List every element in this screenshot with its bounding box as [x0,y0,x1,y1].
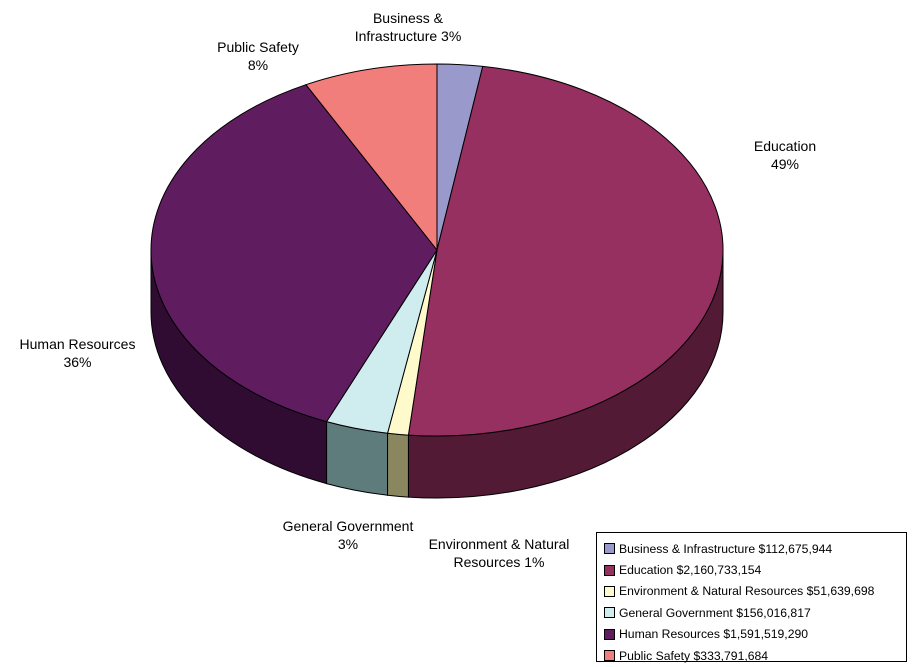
legend-item: Public Safety $333,791,684 [604,645,906,666]
legend-swatch [604,607,615,619]
legend-swatch [604,650,615,662]
legend-swatch [604,628,615,640]
pie-slice-human-resources [150,84,438,423]
legend-swatch [604,543,615,555]
legend-swatch [604,585,615,597]
legend-item: Business & Infrastructure $112,675,944 [604,538,906,559]
legend-label: Environment & Natural Resources $51,639,… [619,584,875,599]
legend-item: Environment & Natural Resources $51,639,… [604,581,906,602]
legend-label: Education $2,160,733,154 [619,563,762,578]
slice-label-public-safety: Public Safety 8% [217,39,299,73]
slice-label-business-infrastructure: Business & Infrastructure 3% [354,10,462,44]
pie-slice-side-environment-natural-resources [387,432,409,498]
legend-item: Education $2,160,733,154 [604,559,906,580]
legend-label: Business & Infrastructure $112,675,944 [619,541,833,556]
pie-slice-public-safety [305,63,438,252]
pie-slice-side-general-government [326,420,389,496]
legend-item: General Government $156,016,817 [604,602,906,623]
slice-label-education: Education 49% [753,138,817,172]
legend-label: Public Safety $333,791,684 [619,648,769,663]
legend-label: Human Resources $1,591,519,290 [619,627,809,642]
chart-legend: Business & Infrastructure $112,675,944 E… [596,532,907,663]
slice-label-human-resources: Human Resources 36% [19,336,136,370]
legend-item: Human Resources $1,591,519,290 [604,624,906,645]
legend-label: General Government $156,016,817 [619,605,811,620]
legend-swatch [604,564,615,576]
slice-label-general-government: General Government 3% [282,518,414,552]
pie-slice-education [407,65,724,437]
slice-label-environment: Environment & Natural Resources 1% [428,536,570,570]
